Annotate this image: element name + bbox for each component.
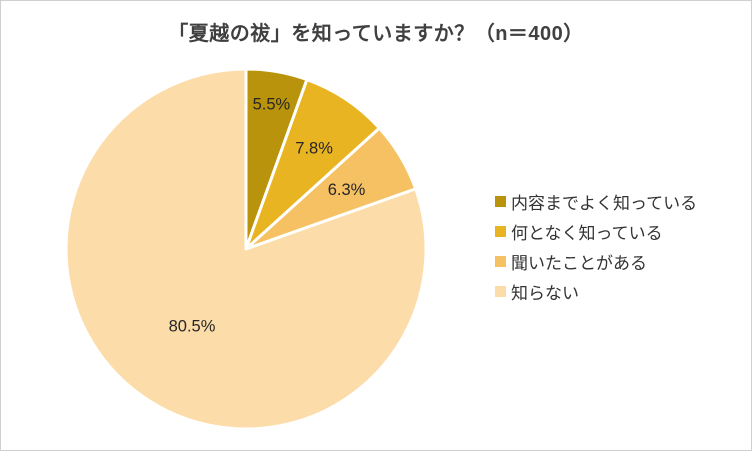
- legend-item: 聞いたことがある: [495, 246, 697, 276]
- legend-label: 聞いたことがある: [511, 253, 647, 273]
- legend-item: 知らない: [495, 276, 697, 306]
- legend-label: 何となく知っている: [511, 223, 663, 243]
- legend-label: 内容までよく知っている: [511, 193, 698, 213]
- legend-label: 知らない: [511, 283, 579, 303]
- pie-label: 7.8%: [295, 139, 333, 157]
- legend-marker-icon: [495, 255, 506, 267]
- pie-slice: [64, 67, 428, 431]
- pie-chart: 5.5% 7.8% 6.3% 80.5%: [64, 67, 428, 431]
- legend-item: 何となく知っている: [495, 216, 697, 246]
- pie-label: 5.5%: [253, 96, 291, 114]
- legend-marker-icon: [495, 225, 506, 237]
- chart-title: 「夏越の祓」を知っていますか？（n＝400）: [168, 23, 584, 45]
- legend-item: 内容までよく知っている: [495, 186, 697, 216]
- pie-label: 6.3%: [328, 181, 366, 199]
- legend: 内容までよく知っている 何となく知っている 聞いたことがある 知らない: [495, 186, 697, 306]
- legend-marker-icon: [495, 285, 506, 297]
- legend-marker-icon: [495, 195, 506, 207]
- pie-label: 80.5%: [169, 317, 216, 335]
